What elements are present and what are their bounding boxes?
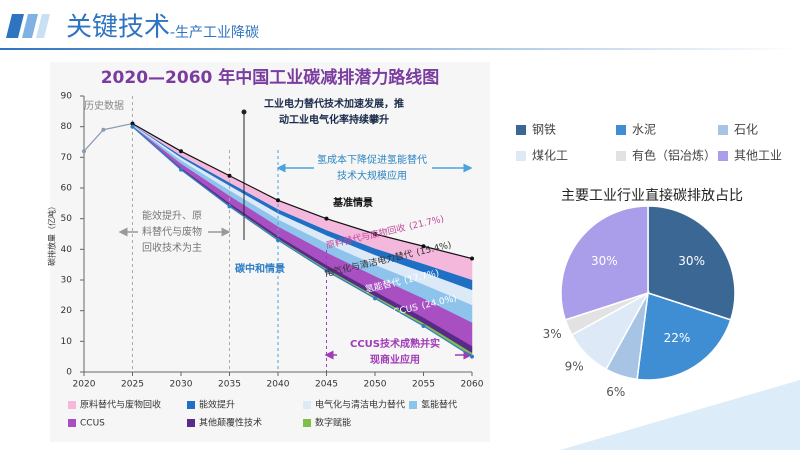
x-tick-label: 2020: [73, 380, 96, 390]
line-marker: [421, 244, 426, 249]
pie-slice: [560, 205, 649, 321]
legend-swatch: [187, 401, 195, 409]
legend-label: 其他颠覆性技术: [199, 417, 262, 429]
line-marker: [101, 127, 106, 132]
line-marker: [324, 216, 329, 221]
chart-title: 主要工业行业直接碳排放占比: [561, 187, 743, 204]
legend-label: 数字赋能: [315, 417, 351, 429]
y-tick-label: 80: [61, 122, 73, 132]
legend-label: 氢能替代: [421, 399, 457, 411]
line-marker: [421, 324, 426, 328]
x-tick-label: 2050: [364, 380, 387, 390]
legend-swatch: [409, 401, 417, 409]
legend-label: 其他工业: [734, 149, 782, 163]
legend-swatch: [516, 151, 526, 161]
line-marker: [227, 173, 232, 178]
line-marker: [130, 121, 135, 126]
x-tick-label: 2030: [170, 380, 193, 390]
x-tick-label: 2025: [121, 380, 144, 390]
line-marker: [373, 296, 377, 301]
chart-title: 2020—2060 年中国工业碳减排潜力路线图: [101, 67, 440, 88]
data-label: 9%: [565, 359, 584, 373]
legend-label: 有色（铝冶炼）: [632, 148, 716, 163]
legend-swatch: [718, 125, 728, 135]
annotation: 回收技术为主: [142, 241, 202, 254]
y-tick-label: 0: [66, 368, 72, 378]
line-marker: [373, 232, 377, 236]
series-label: 碳中和情景: [235, 262, 285, 275]
y-tick-label: 60: [61, 184, 73, 194]
x-tick-label: 2035: [218, 380, 241, 390]
legend-label: 能效提升: [199, 399, 235, 411]
line-marker: [130, 124, 135, 129]
y-tick-label: 30: [61, 276, 73, 286]
series-label: 历史数据: [84, 99, 124, 112]
legend-swatch: [303, 401, 311, 409]
line-marker: [179, 167, 183, 172]
legend-swatch: [187, 419, 195, 427]
legend-swatch: [68, 419, 76, 427]
annotation: CCUS技术成熟并实: [350, 337, 440, 350]
legend-label: 原料替代与废物回收: [80, 399, 161, 411]
y-tick-label: 50: [61, 214, 73, 224]
y-tick-label: 40: [61, 245, 73, 255]
line-marker: [470, 354, 474, 359]
data-label: 30%: [678, 254, 705, 268]
x-tick-label: 2045: [315, 380, 338, 390]
legend-swatch: [616, 151, 626, 161]
legend-label: 石化: [734, 123, 758, 137]
line-marker: [227, 204, 232, 209]
pie-slice: [647, 205, 736, 321]
legend-label: 水泥: [632, 123, 656, 137]
header-subtitle: -生产工业降碳: [170, 25, 259, 41]
legend-swatch: [68, 401, 76, 409]
legend-swatch: [616, 125, 626, 135]
line-marker: [82, 149, 86, 154]
legend-swatch: [718, 151, 728, 161]
legend-label: 煤化工: [532, 149, 568, 163]
annotation: 工业电力替代技术加速发展，推: [264, 97, 404, 110]
y-tick-label: 90: [61, 92, 73, 102]
legend-label: 钢铁: [532, 123, 556, 137]
line-marker: [276, 198, 280, 203]
data-label: 6%: [606, 385, 625, 399]
header-title: 关键技术: [66, 13, 170, 43]
annotation: 动工业电气化率持续攀升: [279, 113, 389, 126]
pie-slice: [636, 292, 732, 381]
y-tick-label: 10: [61, 337, 73, 347]
y-axis-label: 碳排放量（亿吨）: [47, 202, 57, 266]
annotation: 技术大规模应用: [337, 169, 407, 182]
data-label: 3%: [543, 327, 562, 341]
annotation: 氢成本下降促进氢能替代: [317, 153, 427, 166]
series-label: 基准情景: [332, 196, 373, 209]
x-tick-label: 2060: [461, 380, 484, 390]
x-tick-label: 2040: [267, 380, 290, 390]
header-deco: [0, 14, 800, 450]
legend-label: 电气化与清洁电力替代: [315, 399, 405, 411]
data-label: 30%: [591, 254, 618, 268]
line-marker: [179, 149, 183, 154]
legend-label: CCUS: [80, 419, 105, 429]
line-marker: [276, 238, 280, 243]
x-tick-label: 2055: [412, 380, 435, 390]
line-marker: [470, 256, 474, 261]
y-tick-label: 20: [61, 306, 73, 316]
y-tick-label: 70: [61, 153, 73, 163]
annotation: 现商业应用: [370, 353, 420, 366]
annotation: 能效提升、原: [142, 209, 202, 222]
data-label: 22%: [664, 331, 691, 345]
annotation: 料替代与废物: [142, 225, 202, 238]
legend-swatch: [303, 419, 311, 427]
series-line: [132, 123, 473, 260]
legend-swatch: [516, 125, 526, 135]
line-marker: [324, 268, 329, 273]
series-line: [132, 126, 473, 358]
